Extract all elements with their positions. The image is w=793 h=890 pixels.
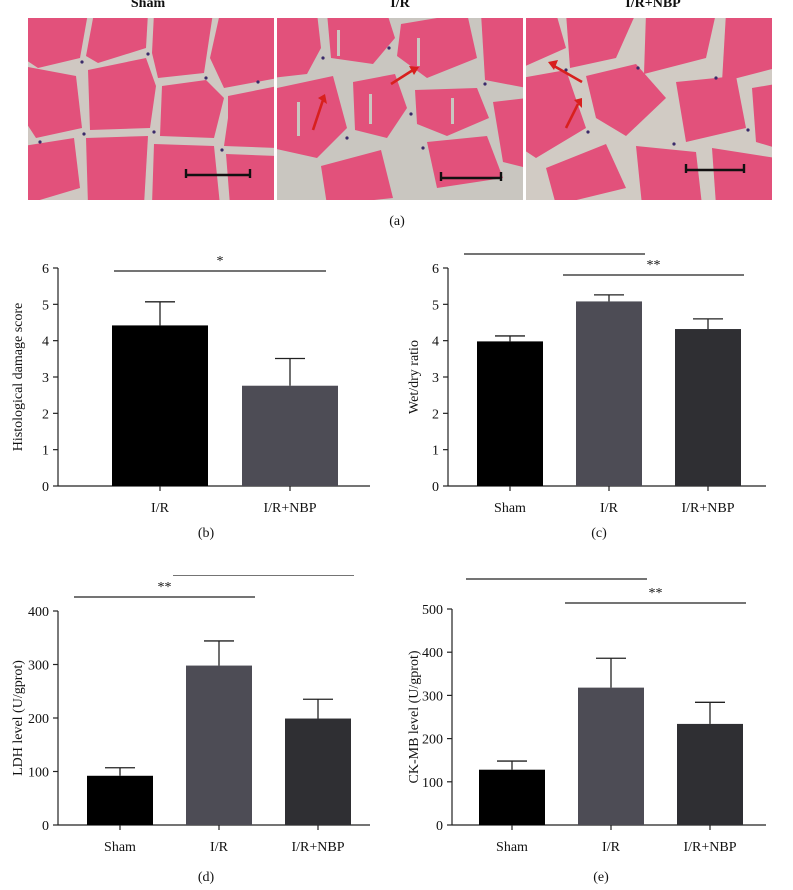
chart-e: 0 100 200 300 400 500 CK-MB level (U/gprot) Sha… <box>396 562 793 885</box>
bar <box>285 718 351 825</box>
micrograph-ir-nbp <box>526 18 772 200</box>
panel-caption: (d) <box>198 870 215 885</box>
image-title-ir: I/R <box>390 0 410 11</box>
y-tick-label: 2 <box>432 407 439 422</box>
chart-svg: 0 1 2 3 4 5 6 Histological damage score I/R I/R+N… <box>11 254 370 541</box>
y-tick-label: 5 <box>42 298 49 313</box>
significance-marker: * <box>217 254 224 269</box>
x-tick-label: I/R+NBP <box>291 840 344 855</box>
x-tick-label: I/R <box>600 501 619 516</box>
chart-svg: 0 1 2 3 4 5 6 Wet/dry ratio Sham I/R I/R+NBP ** ** (c… <box>407 237 766 541</box>
y-tick-label: 1 <box>42 444 49 459</box>
chart-c: 0 1 2 3 4 5 6 Wet/dry ratio Sham I/R I/R+NBP ** ** (c… <box>396 237 793 550</box>
y-tick-label: 0 <box>42 819 49 834</box>
y-axis-label: Wet/dry ratio <box>407 340 422 414</box>
chart-b: 0 1 2 3 4 5 6 Histological damage score I/R I/R+N… <box>0 250 396 550</box>
y-tick-label: 0 <box>436 819 443 834</box>
y-tick-label: 100 <box>28 766 49 781</box>
y-tick-label: 3 <box>42 371 49 386</box>
significance-marker: ** <box>550 575 564 577</box>
scale-bar <box>684 164 746 173</box>
x-tick-label: Sham <box>494 501 526 516</box>
panel-caption: (e) <box>593 870 609 885</box>
bar <box>87 775 153 825</box>
x-tick-label: Sham <box>104 840 136 855</box>
y-tick-label: 200 <box>28 712 49 727</box>
y-axis-label: LDH level (U/gprot) <box>11 660 26 776</box>
bar <box>677 723 743 825</box>
red-arrow-icon <box>311 99 325 131</box>
bar <box>576 301 642 486</box>
scale-bar <box>184 169 252 178</box>
image-title-sham: Sham <box>130 0 166 11</box>
y-tick-label: 100 <box>422 776 443 791</box>
y-tick-label: 0 <box>432 480 439 495</box>
image-title-ir-nbp: I/R+NBP <box>625 0 681 11</box>
y-tick-label: 200 <box>422 733 443 748</box>
y-axis-label: Histological damage score <box>11 303 26 452</box>
y-tick-label: 400 <box>28 605 49 620</box>
x-tick-label: Sham <box>496 840 528 855</box>
y-tick-label: 300 <box>28 659 49 674</box>
chart-svg: 0 100 200 300 400 500 CK-MB level (U/gprot) Sha… <box>407 562 766 885</box>
micrograph-ir <box>277 18 523 200</box>
caption-a: (a) <box>389 214 405 229</box>
y-tick-label: 4 <box>42 335 49 350</box>
bar <box>112 325 208 486</box>
bar <box>242 385 338 486</box>
scale-bar <box>439 172 503 181</box>
y-tick-label: 1 <box>432 444 439 459</box>
significance-marker: ** <box>158 580 172 595</box>
panel-caption: (b) <box>198 526 215 541</box>
x-tick-label: I/R+NBP <box>681 501 734 516</box>
chart-svg: 0 100 200 300 400 LDH level (U/gprot) Sham I/R I… <box>11 558 370 885</box>
y-tick-label: 400 <box>422 646 443 661</box>
red-arrow-icon <box>553 64 583 84</box>
x-tick-label: I/R <box>210 840 229 855</box>
bar <box>675 329 741 486</box>
y-tick-label: 6 <box>42 262 49 277</box>
bar <box>479 769 545 825</box>
x-tick-label: I/R+NBP <box>683 840 736 855</box>
y-tick-label: 4 <box>432 335 439 350</box>
y-tick-label: 300 <box>422 689 443 704</box>
significance-marker: ** <box>649 586 663 601</box>
red-arrow-icon <box>564 103 580 129</box>
significance-marker: ** <box>647 258 661 273</box>
bar <box>186 665 252 825</box>
x-tick-label: I/R <box>602 840 621 855</box>
y-tick-label: 3 <box>432 371 439 386</box>
y-tick-label: 0 <box>42 480 49 495</box>
y-tick-label: 6 <box>432 262 439 277</box>
x-tick-label: I/R <box>151 501 170 516</box>
bar <box>578 687 644 825</box>
panel-caption: (c) <box>591 526 607 541</box>
x-tick-label: I/R+NBP <box>263 501 316 516</box>
micrograph-sham <box>28 18 274 200</box>
y-tick-label: 500 <box>422 603 443 618</box>
y-axis-label: CK-MB level (U/gprot) <box>407 650 422 783</box>
bar <box>477 341 543 486</box>
chart-d: 0 100 200 300 400 LDH level (U/gprot) Sham I/R I… <box>0 558 396 885</box>
y-tick-label: 2 <box>42 407 49 422</box>
y-tick-label: 5 <box>432 298 439 313</box>
red-arrow-icon <box>390 68 414 86</box>
significance-marker: ** <box>548 250 562 252</box>
